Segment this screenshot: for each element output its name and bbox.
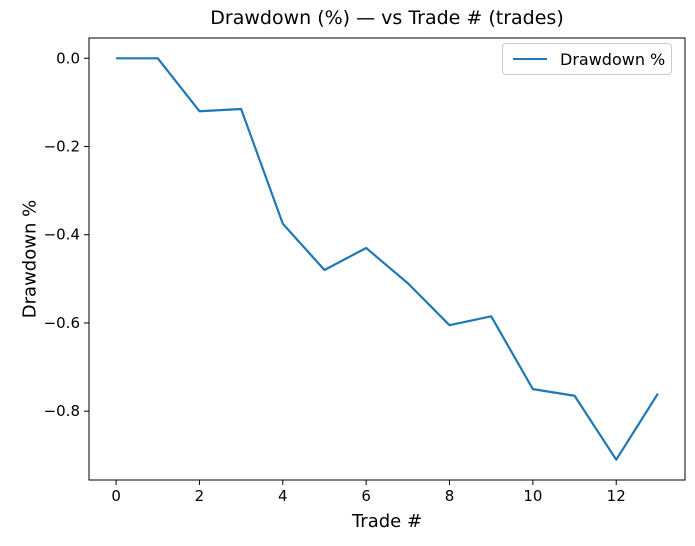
- y-tick-label: 0.0: [56, 49, 80, 67]
- x-tick-label: 8: [445, 487, 455, 505]
- y-tick-label: −0.2: [44, 138, 80, 156]
- legend-line-swatch: [513, 58, 547, 60]
- axes-spines: [88, 37, 686, 481]
- x-tick-label: 10: [523, 487, 542, 505]
- legend: Drawdown %: [502, 43, 672, 75]
- y-tick-label: −0.4: [44, 226, 80, 244]
- x-tick-label: 12: [607, 487, 626, 505]
- chart-title: Drawdown (%) — vs Trade # (trades): [210, 7, 564, 29]
- x-axis-label: Trade #: [351, 511, 423, 532]
- drawdown-series-line: [116, 57, 659, 461]
- x-tick-label: 2: [195, 487, 205, 505]
- x-tick-label: 0: [111, 487, 121, 505]
- x-tick-label: 6: [361, 487, 371, 505]
- y-tick-label: −0.8: [44, 402, 80, 420]
- y-tick-label: −0.6: [44, 314, 80, 332]
- x-tick-label: 4: [278, 487, 288, 505]
- legend-label: Drawdown %: [560, 49, 666, 69]
